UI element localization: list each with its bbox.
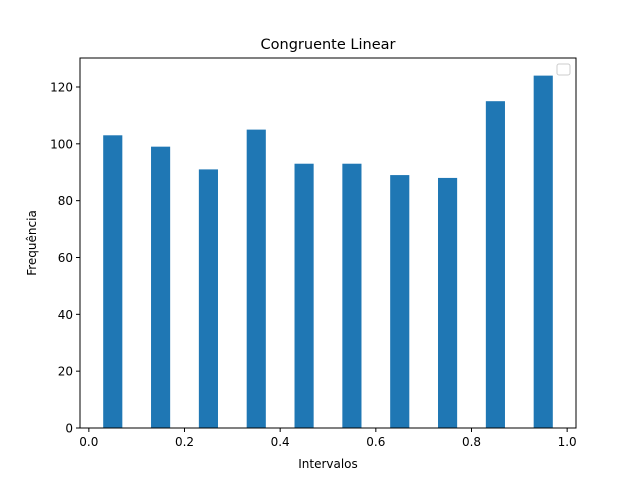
chart-title: Congruente Linear	[261, 37, 396, 53]
y-tick-label-6: 120	[50, 80, 73, 94]
y-axis-label: Frequência	[25, 210, 39, 276]
bar-3	[246, 129, 266, 428]
y-tick-label-1: 20	[58, 365, 73, 379]
x-tick-label-3: 0.6	[366, 435, 385, 449]
y-tick-label-2: 40	[58, 308, 73, 322]
x-tick-label-0: 0.0	[79, 435, 98, 449]
plot-frame	[79, 57, 577, 429]
bar-8	[485, 101, 505, 429]
bar-2	[198, 169, 218, 429]
legend-box	[556, 63, 571, 76]
y-tick-label-3: 60	[58, 251, 73, 265]
x-tick-label-4: 0.8	[462, 435, 481, 449]
bar-7	[438, 177, 458, 428]
y-tick-label-4: 80	[58, 194, 73, 208]
bar-6	[390, 175, 410, 428]
bar-9	[533, 75, 553, 428]
bar-4	[294, 163, 314, 428]
x-tick-label-1: 0.2	[175, 435, 194, 449]
bars-group	[103, 75, 553, 429]
bar-0	[103, 135, 123, 429]
y-axis: 0 20 40 60 80 100 120	[50, 80, 80, 436]
y-tick-label-5: 100	[50, 137, 73, 151]
x-tick-label-5: 1.0	[558, 435, 577, 449]
x-tick-label-2: 0.4	[271, 435, 290, 449]
x-axis: 0.0 0.2 0.4 0.6 0.8 1.0	[79, 428, 577, 449]
y-tick-label-0: 0	[65, 422, 73, 436]
bar-5	[342, 163, 362, 428]
x-axis-label: Intervalos	[298, 457, 358, 471]
bar-1	[151, 146, 171, 429]
